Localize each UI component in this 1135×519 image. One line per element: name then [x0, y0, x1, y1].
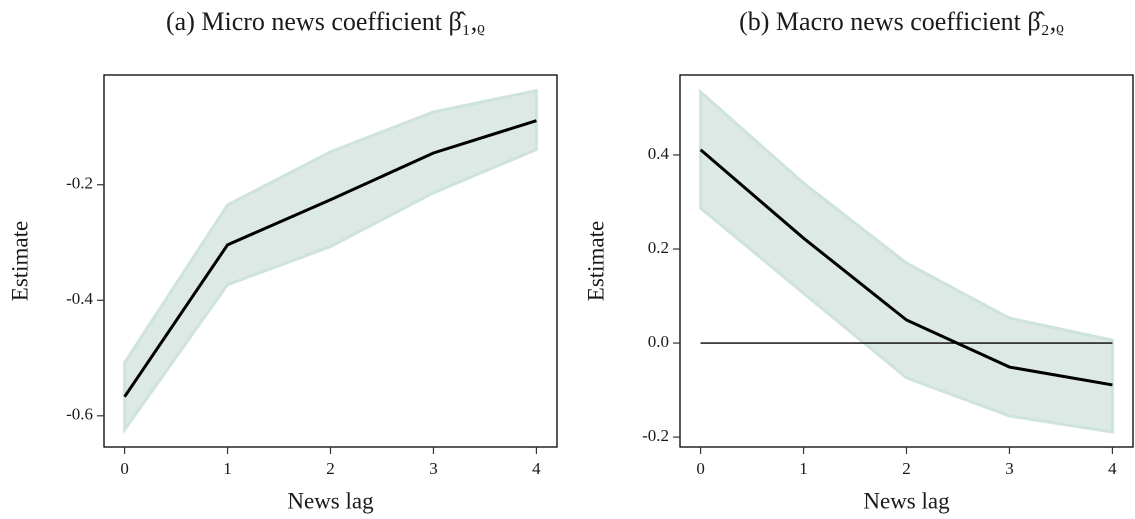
estimate-line [699, 148, 1113, 387]
confidence-band [699, 88, 1114, 434]
y-tick-label: -0.2 [642, 426, 669, 445]
estimate-line [123, 119, 537, 398]
x-tick-label: 1 [223, 459, 232, 478]
x-tick-label: 4 [532, 459, 541, 478]
x-axis-label: News lag [287, 488, 374, 513]
x-tick-label: 3 [429, 459, 438, 478]
confidence-band [123, 88, 538, 435]
y-tick-label: 0.0 [648, 332, 669, 351]
chart-title: (b) Macro news coefficient β̂₂,ᵨ [739, 7, 1064, 36]
y-tick-label: -0.2 [66, 174, 93, 193]
y-tick-label: 0.2 [648, 238, 669, 257]
x-tick-label: 2 [902, 459, 911, 478]
y-axis-label: Estimate [583, 221, 608, 301]
x-tick-label: 0 [120, 459, 129, 478]
y-axis-label: Estimate [7, 221, 32, 301]
x-tick-label: 2 [326, 459, 335, 478]
x-tick-label: 3 [1005, 459, 1014, 478]
x-tick-label: 4 [1108, 459, 1117, 478]
x-axis-label: News lag [863, 488, 950, 513]
x-tick-label: 0 [696, 459, 705, 478]
y-tick-label: -0.6 [66, 405, 93, 424]
y-tick-label: 0.4 [648, 144, 670, 163]
x-tick-label: 1 [799, 459, 808, 478]
chart-title: (a) Micro news coefficient β̂₁,ᵨ [166, 7, 485, 36]
y-tick-label: -0.4 [66, 289, 93, 308]
